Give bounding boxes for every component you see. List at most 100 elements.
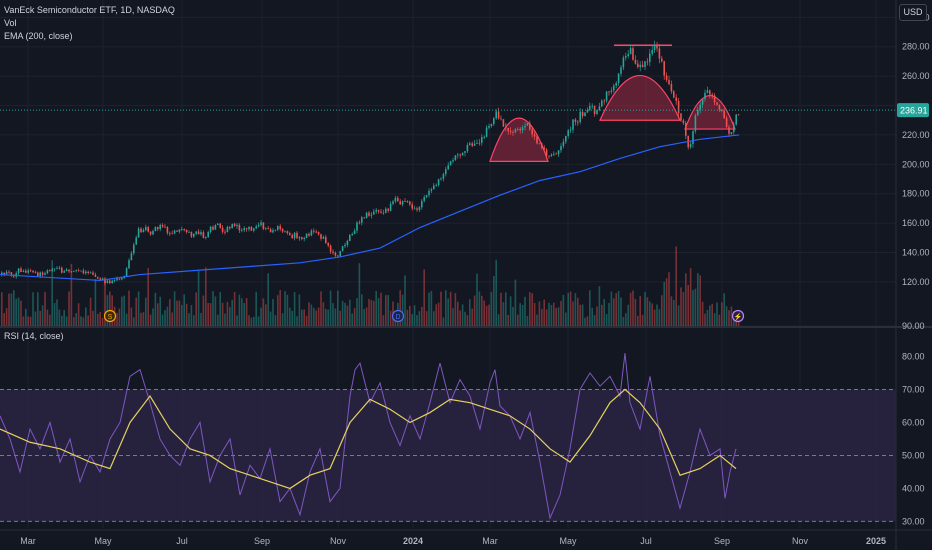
event-marker[interactable] — [391, 309, 405, 323]
rsi-panel[interactable] — [0, 353, 896, 522]
candle-body — [154, 226, 157, 231]
volume-bar — [147, 268, 149, 326]
volume-bar — [409, 305, 411, 326]
rsi-tick-label: 40.00 — [902, 483, 925, 493]
candle-body — [224, 231, 226, 233]
currency-button[interactable]: USD — [899, 4, 927, 21]
candle-body — [185, 230, 188, 233]
volume-bar — [279, 290, 281, 326]
volume-bar — [385, 295, 387, 326]
candle-body — [627, 54, 629, 57]
candle-body — [58, 267, 61, 269]
candle-body — [226, 226, 229, 232]
candle-body — [617, 73, 620, 84]
candle-body — [574, 119, 577, 122]
volume-bar — [687, 284, 689, 326]
volume-bar — [10, 293, 13, 326]
volume-bar — [526, 315, 529, 326]
volume-bar — [555, 307, 557, 326]
price-candles[interactable] — [1, 40, 740, 286]
volume-bar — [185, 303, 188, 326]
cup-pattern — [489, 117, 549, 162]
ema-legend[interactable]: EMA (200, close) — [4, 31, 73, 41]
event-marker[interactable] — [103, 309, 117, 323]
volume-bar — [248, 315, 250, 326]
volume-bar — [20, 300, 22, 326]
candle-body — [435, 185, 437, 186]
volume-bar — [46, 309, 49, 326]
volume-bar — [514, 279, 517, 326]
candle-body — [269, 229, 272, 233]
volume-bar — [565, 312, 567, 326]
volume-bar — [245, 298, 248, 326]
volume-bar — [361, 294, 363, 326]
candle-body — [202, 232, 205, 238]
candle-body — [125, 268, 128, 277]
volume-bar — [85, 307, 87, 326]
volume-bar — [80, 316, 82, 326]
volume-bar — [591, 307, 593, 326]
volume-bar — [15, 298, 17, 326]
event-markers[interactable]: S D ⚡ — [103, 309, 745, 323]
candle-body — [610, 90, 613, 93]
candle-body — [543, 147, 545, 150]
volume-bar — [430, 290, 433, 326]
volume-bar — [675, 246, 677, 326]
price-tick-label: 220.00 — [902, 130, 930, 140]
candle-body — [476, 143, 478, 144]
candle-body — [87, 271, 89, 274]
candle-body — [209, 226, 212, 232]
price-tick-label: 90.00 — [902, 321, 925, 331]
volume-bar — [685, 273, 687, 326]
volume-bar — [313, 307, 315, 326]
event-marker[interactable] — [731, 309, 745, 323]
volume-bar — [495, 259, 497, 326]
candle-body — [101, 278, 104, 280]
volume-bar — [404, 275, 406, 326]
time-tick-label: 2024 — [403, 536, 423, 546]
volume-bar — [243, 303, 245, 326]
volume-bar — [389, 310, 392, 326]
candle-body — [370, 214, 373, 216]
volume-bar — [253, 316, 255, 326]
rsi-legend[interactable]: RSI (14, close) — [4, 331, 64, 341]
volume-bar — [363, 309, 365, 326]
volume-bar — [236, 315, 238, 326]
event-marker-label: S — [108, 314, 113, 321]
volume-bar — [658, 309, 661, 326]
volume-bar — [730, 306, 733, 326]
candle-body — [106, 280, 109, 283]
volume-bar — [627, 304, 629, 326]
volume-bar — [613, 298, 615, 326]
candle-body — [721, 109, 723, 111]
candle-body — [221, 227, 224, 232]
candle-body — [437, 179, 440, 186]
volume-bar — [346, 305, 349, 326]
candle-body — [99, 278, 101, 280]
candle-body — [730, 132, 733, 134]
volume-bar — [418, 311, 421, 326]
volume-bar — [416, 314, 418, 326]
candle-body — [418, 207, 421, 210]
candle-body — [377, 209, 380, 212]
volume-bar — [269, 311, 272, 326]
candle-body — [94, 274, 97, 277]
volume-bar — [58, 309, 61, 326]
candle-body — [56, 267, 58, 269]
volume-bar — [543, 299, 545, 326]
volume-bar — [596, 306, 598, 326]
volume-legend[interactable]: Vol — [4, 18, 17, 28]
volume-bar — [500, 292, 502, 326]
volume-bar — [166, 306, 169, 326]
time-tick-label: May — [559, 536, 577, 546]
symbol-legend[interactable]: VanEck Semiconductor ETF, 1D, NASDAQ — [4, 5, 175, 15]
volume-bar — [317, 307, 320, 326]
volume-bar — [545, 309, 548, 326]
volume-bar — [22, 316, 25, 326]
candle-body — [80, 270, 82, 272]
volume-bar — [97, 313, 99, 326]
volume-bar — [620, 297, 622, 326]
candle-body — [298, 237, 301, 239]
candle-body — [550, 154, 553, 157]
